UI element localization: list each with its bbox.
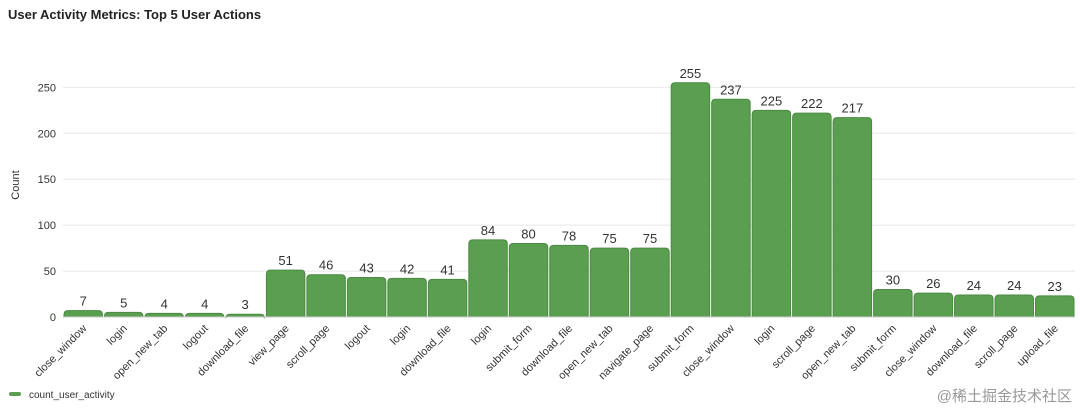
data-label: 43 — [359, 261, 373, 276]
data-label: 23 — [1048, 279, 1062, 294]
bar — [306, 274, 346, 318]
bar — [346, 277, 387, 318]
x-tick-label: login — [105, 323, 130, 348]
x-tick-label: scroll_page — [972, 323, 1020, 371]
bar — [508, 243, 549, 318]
data-label: 80 — [521, 227, 535, 242]
data-label: 5 — [120, 295, 127, 310]
x-tick-label: login — [753, 323, 778, 348]
data-label: 222 — [801, 96, 823, 111]
data-label: 4 — [201, 296, 208, 311]
bar — [711, 98, 751, 318]
y-tick-label: 200 — [38, 128, 56, 140]
x-tick-label: login — [388, 323, 413, 348]
bar — [994, 294, 1035, 318]
bar — [468, 239, 508, 318]
legend-label: count_user_activity — [29, 390, 115, 401]
data-label: 255 — [680, 66, 702, 81]
x-tick-label: logout — [343, 323, 373, 353]
bar — [630, 247, 670, 318]
y-tick-label: 50 — [44, 266, 56, 278]
bar — [387, 277, 427, 318]
y-axis-label: Count — [10, 170, 22, 199]
data-label: 75 — [643, 231, 657, 246]
data-label: 51 — [278, 253, 292, 268]
y-tick-label: 100 — [38, 220, 56, 232]
chart-title: User Activity Metrics: Top 5 User Action… — [8, 7, 261, 22]
data-label: 26 — [926, 276, 940, 291]
bar — [913, 292, 954, 318]
bar — [63, 310, 103, 318]
bar — [1035, 295, 1075, 318]
x-tick-label: close_window — [32, 323, 89, 380]
y-tick-label: 0 — [50, 312, 56, 324]
data-label: 3 — [242, 297, 249, 312]
x-tick-label: login — [469, 323, 494, 348]
data-label: 217 — [842, 101, 864, 116]
data-label: 30 — [886, 272, 900, 287]
data-label: 41 — [440, 262, 454, 277]
x-tick-label: scroll_page — [284, 323, 332, 371]
legend-swatch — [9, 392, 21, 396]
bar — [184, 312, 225, 318]
bar — [873, 288, 913, 318]
bar — [225, 313, 265, 319]
data-label: 7 — [80, 294, 87, 309]
bar — [832, 117, 873, 318]
data-label: 42 — [400, 261, 414, 276]
y-tick-label: 250 — [38, 82, 56, 94]
data-label: 225 — [761, 93, 783, 108]
bar — [954, 294, 994, 318]
data-label: 84 — [481, 223, 495, 238]
data-label: 78 — [562, 228, 576, 243]
watermark: @稀土掘金技术社区 — [937, 388, 1072, 405]
x-tick-label: logout — [181, 323, 211, 353]
data-label: 4 — [161, 296, 168, 311]
x-tick-label: upload_file — [1015, 323, 1061, 369]
bar — [792, 112, 832, 318]
bar — [670, 82, 711, 318]
data-label: 75 — [602, 231, 616, 246]
data-label: 237 — [720, 82, 742, 97]
bar — [427, 278, 468, 318]
bar — [103, 311, 144, 318]
y-tick-label: 150 — [38, 174, 56, 186]
bar — [751, 109, 792, 318]
bar — [589, 247, 630, 318]
data-label: 24 — [1007, 278, 1021, 293]
data-label: 46 — [319, 258, 333, 273]
bar — [549, 244, 589, 318]
bar — [144, 312, 184, 318]
bar — [265, 269, 306, 318]
data-label: 24 — [967, 278, 981, 293]
